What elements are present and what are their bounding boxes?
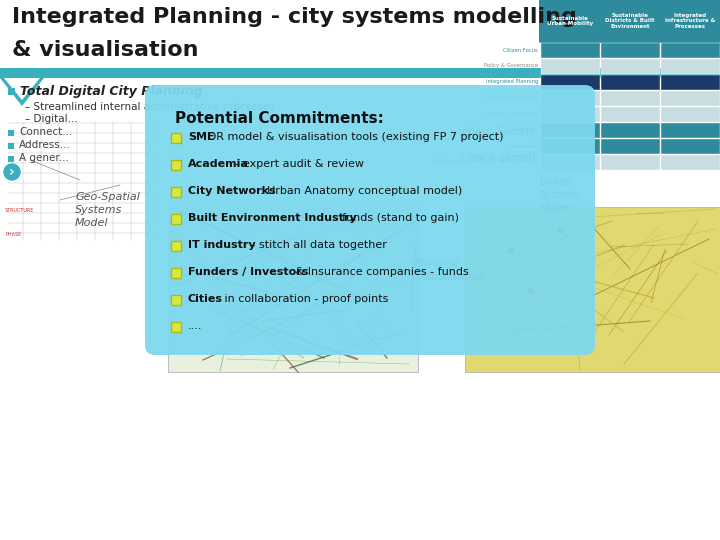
Text: Open Data: Open Data — [510, 127, 538, 132]
Bar — [541, 58, 600, 73]
Text: Business Models, Proc...ment & Funding: Business Models, Proc...ment & Funding — [433, 159, 538, 165]
Text: - funds (stand to gain): - funds (stand to gain) — [331, 213, 459, 223]
Bar — [600, 58, 660, 73]
FancyBboxPatch shape — [171, 295, 181, 305]
FancyBboxPatch shape — [599, 0, 661, 43]
FancyBboxPatch shape — [171, 241, 181, 251]
FancyBboxPatch shape — [171, 214, 181, 224]
Text: SME: SME — [188, 132, 215, 142]
FancyBboxPatch shape — [171, 187, 181, 197]
Text: ....: .... — [188, 321, 202, 331]
Text: City Networks: City Networks — [188, 186, 276, 196]
Circle shape — [4, 164, 20, 180]
Text: Connect...: Connect... — [19, 127, 73, 137]
Text: & visualisation: & visualisation — [12, 40, 199, 60]
Bar — [541, 75, 600, 90]
Text: OR model & visualisation tools (existing FP 7 project): OR model & visualisation tools (existing… — [204, 132, 504, 142]
Bar — [541, 43, 600, 57]
Text: PHASE: PHASE — [5, 233, 22, 238]
Text: Potential Commitments:: Potential Commitments: — [175, 111, 384, 126]
Bar — [0, 68, 720, 78]
Text: Integrated
Infrastructure &
Processes: Integrated Infrastructure & Processes — [665, 13, 715, 29]
Text: A gener...: A gener... — [19, 153, 69, 163]
Text: : Urban Anatomy conceptual model): : Urban Anatomy conceptual model) — [259, 186, 462, 196]
Text: – Digital...: – Digital... — [25, 114, 78, 124]
Text: ›: › — [9, 165, 15, 179]
Bar — [600, 91, 660, 105]
Text: Total Digital City Planning: Total Digital City Planning — [20, 84, 203, 98]
Text: Address...: Address... — [19, 140, 71, 150]
Text: Linked
Systems
Models: Linked Systems Models — [540, 177, 582, 213]
Text: Funders / Investors: Funders / Investors — [188, 267, 308, 277]
Bar — [541, 138, 600, 153]
Bar — [660, 91, 719, 105]
Text: Integrated Planning: Integrated Planning — [485, 79, 538, 84]
Bar — [168, 207, 418, 372]
Text: in collaboration - proof points: in collaboration - proof points — [221, 294, 388, 304]
Text: IT industry: IT industry — [188, 240, 256, 250]
Text: Standards: Standards — [511, 144, 538, 149]
Bar — [600, 154, 660, 170]
Bar — [660, 43, 719, 57]
Bar — [600, 138, 660, 153]
Bar — [660, 154, 719, 170]
Text: t not a game!): t not a game!) — [461, 153, 536, 163]
Bar — [600, 123, 660, 138]
FancyBboxPatch shape — [171, 160, 181, 170]
Bar — [8, 130, 14, 136]
Text: - expert audit & review: - expert audit & review — [232, 159, 364, 169]
Bar — [600, 106, 660, 122]
Bar — [600, 75, 660, 90]
FancyBboxPatch shape — [145, 85, 595, 355]
Bar — [660, 58, 719, 73]
Text: STRUCTURE: STRUCTURE — [5, 207, 35, 213]
FancyBboxPatch shape — [171, 133, 181, 143]
Bar — [465, 207, 720, 372]
Text: – Streamlined internal administrative processes: – Streamlined internal administrative pr… — [25, 102, 275, 112]
Text: Citizen Focus: Citizen Focus — [503, 48, 538, 52]
Bar — [541, 106, 600, 122]
Bar — [541, 123, 600, 138]
Text: Cities: Cities — [188, 294, 223, 304]
Bar — [660, 138, 719, 153]
Text: Integrated Planning - city systems modelling: Integrated Planning - city systems model… — [12, 7, 577, 27]
Text: & Insurance companies - funds: & Insurance companies - funds — [292, 267, 469, 277]
Bar — [8, 156, 14, 162]
Bar — [660, 123, 719, 138]
Bar — [660, 75, 719, 90]
FancyBboxPatch shape — [171, 322, 181, 332]
Text: - stitch all data together: - stitch all data together — [248, 240, 387, 250]
Text: Physical
Visualisation: Physical Visualisation — [415, 259, 485, 281]
Text: viders; Society: viders; Society — [459, 127, 536, 137]
FancyBboxPatch shape — [171, 268, 181, 278]
FancyBboxPatch shape — [659, 0, 720, 43]
Text: Sustainable
Urban Mobility: Sustainable Urban Mobility — [547, 16, 593, 26]
Text: Policy & Governance: Policy & Governance — [484, 64, 538, 69]
Text: Sustainable
Districts & Built
Environment: Sustainable Districts & Built Environmen… — [606, 13, 654, 29]
Bar — [541, 154, 600, 170]
Bar — [660, 106, 719, 122]
Text: Academia: Academia — [188, 159, 249, 169]
Text: Metrics & Indicators: Metrics & Indicators — [485, 111, 538, 117]
Bar — [8, 143, 14, 149]
Text: Knowledge Sharing: Knowledge Sharing — [487, 96, 538, 100]
Bar — [541, 91, 600, 105]
Text: Built Environment Industry: Built Environment Industry — [188, 213, 356, 223]
Polygon shape — [0, 78, 44, 106]
Text: Geo-Spatial
Systems
Model: Geo-Spatial Systems Model — [75, 192, 140, 228]
Bar — [600, 43, 660, 57]
Bar — [8, 88, 15, 95]
FancyBboxPatch shape — [539, 0, 601, 43]
